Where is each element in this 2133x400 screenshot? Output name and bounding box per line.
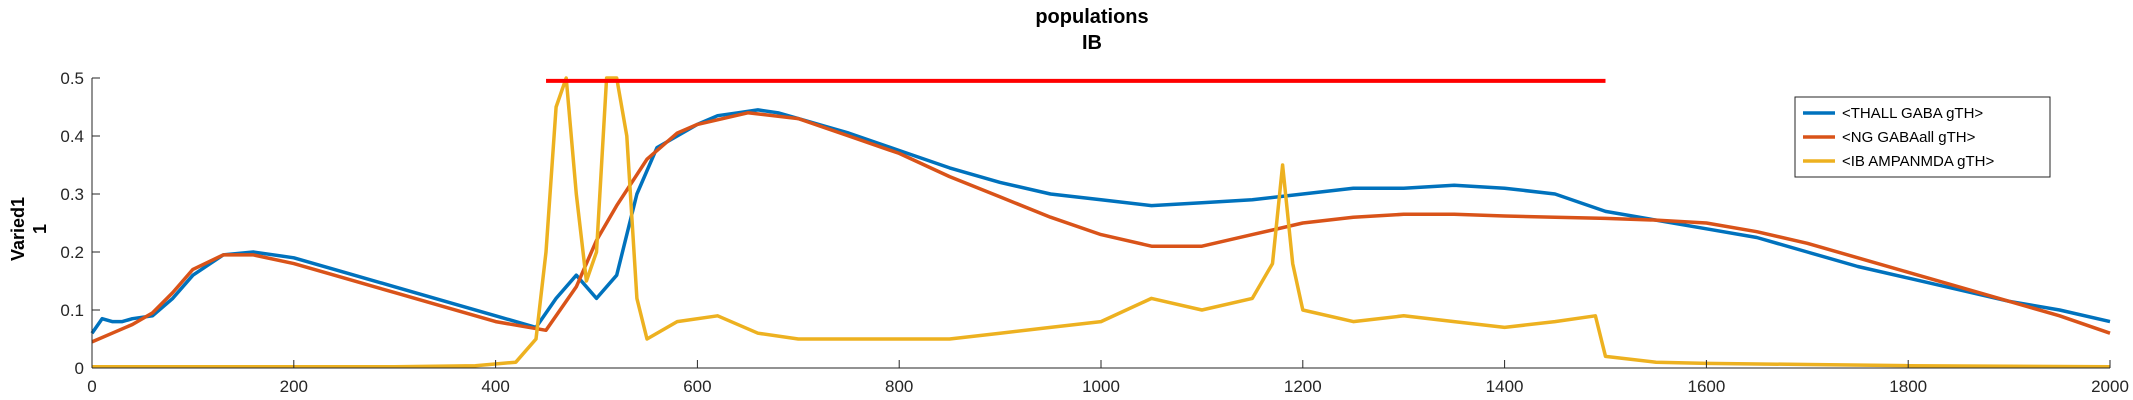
axis-ticks: 0 200 400 600 800 1000 1200 1400 1600 1800 2000 0 0.… [60, 69, 2129, 396]
y-axis-label-secondary: 1 [30, 224, 50, 234]
y-tick-label: 0.4 [60, 127, 84, 146]
legend: <THALL GABA gTH> <NG GABAall gTH> <IB AMPA… [1794, 96, 2051, 178]
x-tick-label: 2000 [2091, 377, 2129, 396]
y-tick-label: 0.1 [60, 301, 84, 320]
chart-title: populations [1035, 6, 1148, 28]
legend-entry: <NG GABAall gTH> [1842, 129, 1976, 146]
legend-entry: <THALL GABA gTH> [1842, 105, 1983, 122]
x-tick-label: 800 [885, 377, 913, 396]
legend-box [1794, 96, 2051, 178]
y-axis-label: Varied1 [8, 197, 28, 261]
y-tick-label: 0 [75, 359, 84, 378]
series-line-2 [92, 76, 2111, 369]
plot-area [90, 76, 2111, 369]
x-tick-label: 200 [280, 377, 308, 396]
y-tick-label: 0.3 [60, 185, 84, 204]
x-tick-label: 1000 [1082, 377, 1120, 396]
x-tick-label: 1200 [1284, 377, 1322, 396]
x-tick-label: 600 [683, 377, 711, 396]
x-tick-label: 400 [481, 377, 509, 396]
y-tick-label: 0.5 [60, 69, 84, 88]
x-tick-label: 0 [87, 377, 96, 396]
chart-subtitle: IB [1082, 32, 1102, 54]
y-tick-label: 0.2 [60, 243, 84, 262]
legend-entry: <IB AMPANMDA gTH> [1842, 153, 1995, 170]
x-tick-label: 1800 [1889, 377, 1927, 396]
series-line-1 [91, 111, 2111, 344]
x-tick-label: 1600 [1687, 377, 1725, 396]
x-tick-label: 1400 [1486, 377, 1524, 396]
